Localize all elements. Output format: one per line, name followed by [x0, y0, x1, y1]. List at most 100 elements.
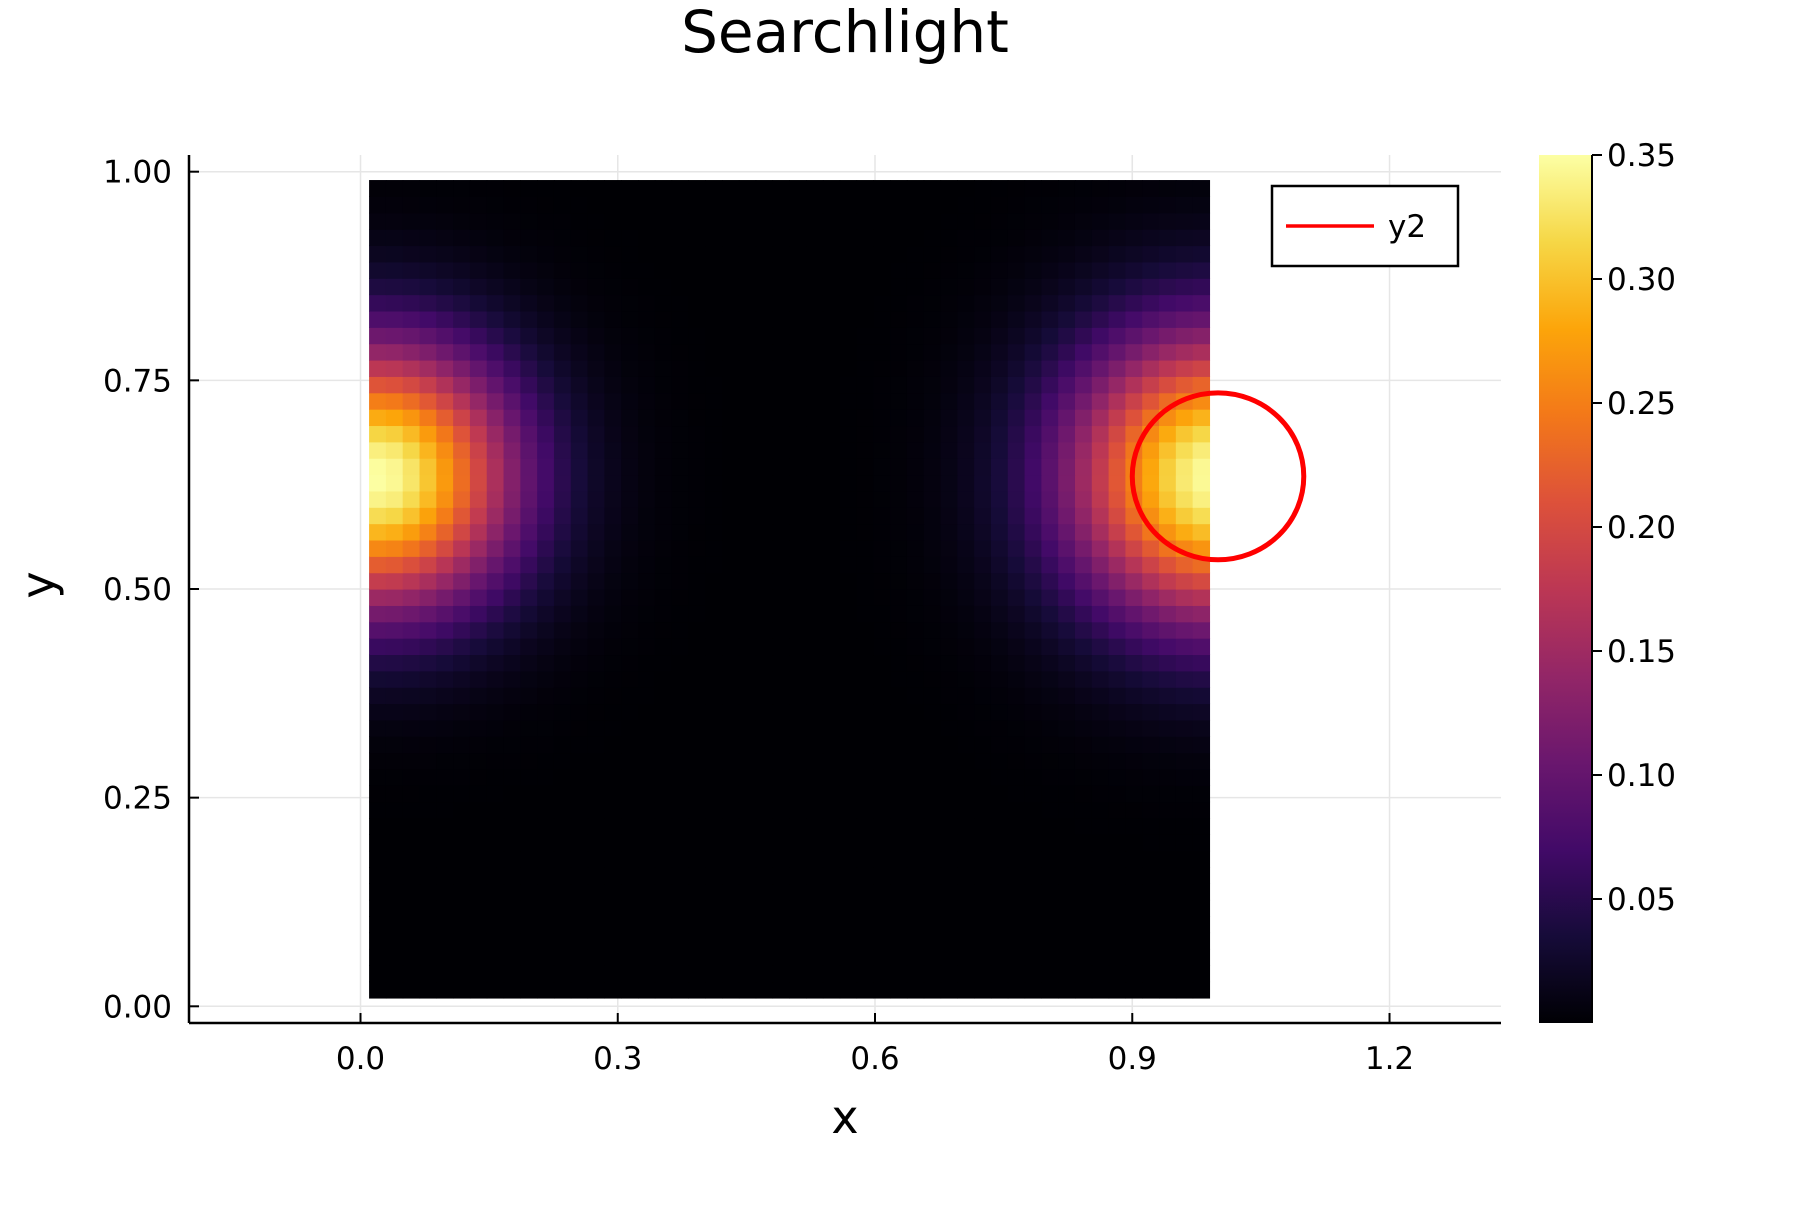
heatmap-cell [873, 425, 891, 443]
heatmap-cell [671, 703, 690, 721]
heatmap-cell [402, 507, 421, 525]
heatmap-cell [1192, 425, 1211, 443]
heatmap-cell [436, 965, 454, 983]
heatmap-cell [402, 539, 421, 557]
heatmap-cell [957, 867, 975, 885]
heatmap-cell [1074, 392, 1093, 410]
heatmap-cell [1175, 556, 1194, 574]
heatmap-cell [503, 589, 521, 606]
heatmap-cell [1108, 965, 1127, 983]
heatmap-cell [520, 539, 538, 557]
heatmap-cell [436, 212, 454, 230]
heatmap-cell [419, 687, 437, 705]
heatmap-cell [638, 916, 656, 934]
heatmap-cell [923, 490, 942, 508]
heatmap-cell [385, 523, 404, 541]
heatmap-cell [856, 278, 874, 296]
heatmap-cell [1125, 867, 1143, 885]
heatmap-cell [587, 589, 605, 606]
heatmap-cell [856, 474, 874, 492]
heatmap-cell [772, 310, 790, 328]
heatmap-cell [1125, 752, 1143, 770]
heatmap-cell [453, 883, 471, 901]
heatmap-cell [671, 229, 690, 247]
heatmap-cell [772, 867, 790, 885]
heatmap-cell [1058, 703, 1076, 721]
heatmap-cell [957, 850, 975, 868]
heatmap-cell [957, 556, 975, 574]
heatmap-cell [839, 736, 858, 754]
heatmap-cell [873, 539, 891, 557]
heatmap-cell [587, 621, 605, 639]
heatmap-cell [839, 703, 858, 721]
heatmap-cell [1159, 867, 1177, 885]
heatmap-cell [1125, 621, 1143, 639]
heatmap-cell [671, 670, 690, 688]
heatmap-cell [385, 621, 404, 639]
heatmap-cell [1074, 441, 1093, 459]
heatmap-cell [906, 818, 925, 835]
heatmap-cell [486, 490, 505, 508]
heatmap-cell [671, 605, 690, 623]
heatmap-cell [1159, 621, 1177, 639]
heatmap-cell [806, 899, 824, 917]
heatmap-cell [671, 278, 690, 296]
heatmap-cell [537, 458, 555, 476]
heatmap-cell [806, 294, 824, 312]
heatmap-cell [570, 654, 589, 672]
heatmap-cell [990, 834, 1009, 852]
heatmap-cell [520, 359, 538, 377]
heatmap-cell [1024, 212, 1042, 230]
heatmap-cell [1159, 359, 1177, 377]
heatmap-cell [570, 441, 589, 459]
heatmap-cell [1192, 212, 1211, 230]
heatmap-cell [402, 932, 421, 950]
heatmap-cell [1007, 392, 1026, 410]
heatmap-cell [940, 948, 958, 966]
heatmap-cell [419, 621, 437, 639]
heatmap-cell [822, 589, 841, 606]
heatmap-cell [436, 670, 454, 688]
heatmap-cell [1175, 343, 1194, 361]
heatmap-cell [1108, 343, 1127, 361]
heatmap-cell [923, 867, 942, 885]
heatmap-cell [822, 867, 841, 885]
heatmap-cell [604, 621, 622, 639]
y-tick-label-2: 0.50 [103, 572, 172, 608]
heatmap-cell [738, 539, 757, 557]
heatmap-cell [1058, 196, 1076, 214]
heatmap-cell [1024, 539, 1042, 557]
heatmap-cell [990, 736, 1009, 754]
heatmap-cell [453, 736, 471, 754]
heatmap-cell [1108, 654, 1127, 672]
heatmap-cell [789, 327, 807, 345]
heatmap-cell [974, 261, 992, 279]
heatmap-cell [974, 212, 992, 230]
heatmap-cell [503, 850, 521, 868]
heatmap-cell [385, 327, 404, 345]
heatmap-cell [520, 196, 538, 214]
heatmap-cell [1007, 310, 1026, 328]
heatmap-cell [906, 507, 925, 525]
heatmap-cell [873, 834, 891, 852]
heatmap-cell [923, 670, 942, 688]
heatmap-cell [957, 327, 975, 345]
heatmap-cell [621, 638, 639, 656]
heatmap-cell [906, 834, 925, 852]
heatmap-cell [402, 768, 421, 786]
heatmap-cell [1058, 523, 1076, 541]
heatmap-cell [755, 785, 774, 803]
heatmap-cell [789, 261, 807, 279]
heatmap-cell [1007, 196, 1026, 214]
heatmap-cell [520, 245, 538, 263]
heatmap-cell [486, 343, 505, 361]
heatmap-cell [789, 441, 807, 459]
heatmap-cell [436, 310, 454, 328]
heatmap-cell [873, 916, 891, 934]
heatmap-cell [537, 785, 555, 803]
heatmap-cell [1142, 327, 1160, 345]
heatmap-cell [738, 703, 757, 721]
heatmap-cell [1024, 556, 1042, 574]
heatmap-cell [755, 752, 774, 770]
heatmap-cell [990, 703, 1009, 721]
